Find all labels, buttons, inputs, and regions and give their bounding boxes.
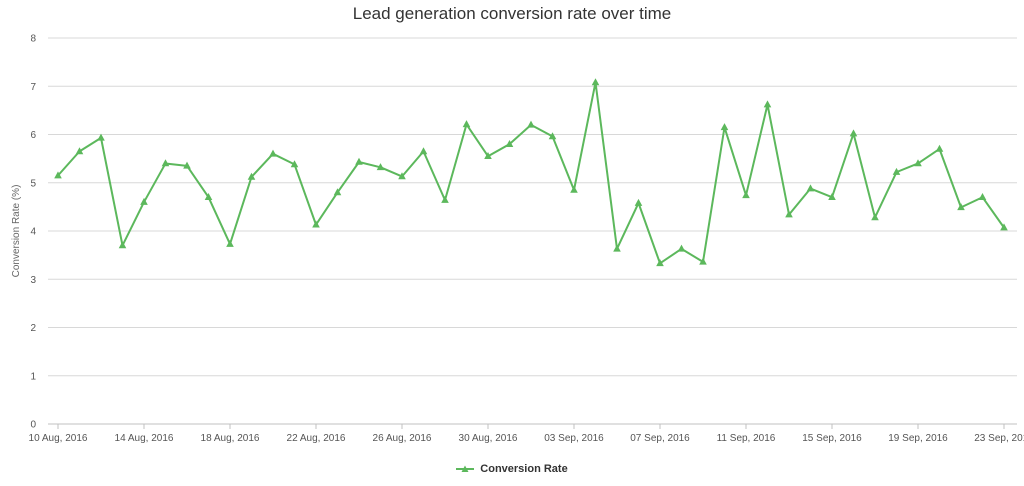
data-point-marker[interactable]	[806, 184, 815, 192]
data-point-marker[interactable]	[419, 147, 428, 155]
x-tick-label: 14 Aug, 2016	[115, 433, 174, 444]
data-point-marker[interactable]	[118, 241, 127, 249]
data-point-marker[interactable]	[140, 197, 148, 205]
data-point-marker[interactable]	[505, 139, 514, 147]
x-tick-label: 23 Sep, 2016	[974, 433, 1024, 444]
data-point-marker[interactable]	[742, 191, 750, 199]
series-layer	[54, 78, 1008, 267]
legend: Conversion Rate	[0, 463, 1024, 477]
data-point-marker[interactable]	[269, 149, 277, 157]
data-point-marker[interactable]	[97, 133, 105, 141]
data-point-marker[interactable]	[355, 157, 363, 165]
data-point-marker[interactable]	[656, 259, 664, 267]
data-point-marker[interactable]	[161, 159, 170, 167]
data-point-marker[interactable]	[527, 120, 535, 128]
data-point-marker[interactable]	[247, 172, 256, 180]
legend-item-conversion-rate[interactable]: Conversion Rate	[456, 463, 568, 475]
data-point-marker[interactable]	[376, 163, 385, 171]
x-tick-label: 07 Sep, 2016	[630, 433, 690, 444]
data-point-marker[interactable]	[204, 193, 213, 201]
y-tick-label: 8	[30, 34, 36, 45]
gridlines	[48, 37, 1017, 425]
y-tick-label: 6	[30, 130, 36, 141]
data-point-marker[interactable]	[978, 193, 987, 201]
x-tick-label: 22 Aug, 2016	[287, 433, 346, 444]
data-point-marker[interactable]	[935, 144, 944, 152]
data-point-marker[interactable]	[634, 198, 643, 206]
data-point-marker[interactable]	[892, 167, 901, 175]
data-point-marker[interactable]	[398, 172, 406, 180]
y-tick-label: 3	[30, 275, 36, 286]
y-tick-label: 1	[30, 371, 36, 382]
data-point-marker[interactable]	[441, 195, 449, 203]
y-tick-label: 4	[30, 227, 36, 238]
data-point-marker[interactable]	[312, 220, 320, 228]
data-point-marker[interactable]	[54, 171, 62, 179]
legend-label: Conversion Rate	[480, 463, 568, 475]
x-tick-label: 03 Sep, 2016	[544, 433, 604, 444]
series-line	[57, 81, 1005, 265]
data-point-marker[interactable]	[548, 132, 557, 140]
data-point-marker[interactable]	[613, 244, 621, 252]
data-point-marker[interactable]	[75, 147, 84, 155]
data-point-marker[interactable]	[957, 203, 965, 211]
legend-triangle-icon	[456, 465, 475, 472]
data-point-marker[interactable]	[462, 120, 471, 128]
x-tick-label: 30 Aug, 2016	[459, 433, 518, 444]
data-point-marker[interactable]	[226, 239, 234, 247]
data-point-marker[interactable]	[849, 129, 858, 137]
axes: 0 1 2 3 4 5 6 7 8 Conversion Rate (%) 10 Aug, 2016…	[11, 34, 1024, 445]
data-point-marker[interactable]	[591, 78, 600, 86]
y-axis-title: Conversion Rate (%)	[11, 185, 22, 278]
data-point-marker[interactable]	[871, 213, 879, 221]
data-point-marker[interactable]	[1000, 223, 1008, 231]
data-point-marker[interactable]	[763, 100, 772, 108]
data-point-marker[interactable]	[785, 210, 793, 218]
x-tick-label: 19 Sep, 2016	[888, 433, 948, 444]
chart-title: Lead generation conversion rate over tim…	[352, 4, 672, 23]
y-tick-label: 5	[30, 178, 36, 189]
data-point-marker[interactable]	[484, 152, 492, 160]
x-tick-label: 10 Aug, 2016	[29, 433, 88, 444]
x-tick-label: 26 Aug, 2016	[373, 433, 432, 444]
data-point-marker[interactable]	[333, 188, 342, 196]
data-point-marker[interactable]	[720, 123, 729, 131]
x-tick-label: 15 Sep, 2016	[802, 433, 862, 444]
data-point-marker[interactable]	[914, 159, 922, 167]
y-tick-label: 2	[30, 323, 36, 334]
data-point-marker[interactable]	[570, 185, 578, 193]
y-tick-label: 0	[30, 420, 36, 431]
x-tick-label: 11 Sep, 2016	[717, 433, 776, 444]
y-tick-label: 7	[30, 82, 36, 93]
data-point-marker[interactable]	[699, 257, 707, 265]
data-point-marker[interactable]	[828, 193, 836, 201]
data-point-marker[interactable]	[677, 244, 686, 252]
x-tick-label: 18 Aug, 2016	[201, 433, 260, 444]
data-point-marker[interactable]	[183, 161, 191, 169]
data-point-marker[interactable]	[290, 160, 299, 168]
